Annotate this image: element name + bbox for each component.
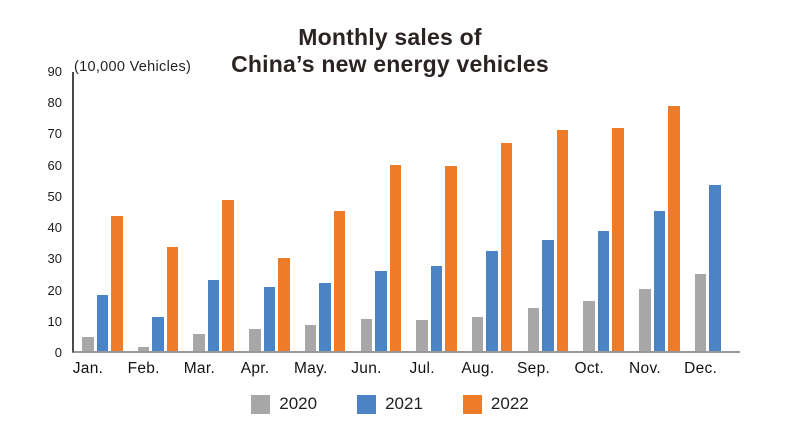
- bar-2020-jul: [416, 320, 428, 351]
- bar-2022-mar: [222, 199, 234, 351]
- bar-2020-jun: [360, 318, 372, 351]
- x-axis-label-feb: Feb.: [127, 360, 160, 377]
- bar-2021-nov: [653, 210, 665, 351]
- bar-2022-aug: [500, 143, 513, 351]
- y-tick-label: 40: [47, 220, 62, 236]
- chart-title-line1: Monthly sales of: [298, 24, 482, 50]
- y-tick-label: 10: [47, 313, 62, 329]
- bar-2022-nov: [668, 105, 680, 351]
- x-axis-label-jun: Jun.: [351, 360, 382, 377]
- bar-2022-jun: [389, 164, 401, 351]
- bar-2021-dec: [709, 185, 721, 351]
- bar-2021-sep: [542, 239, 554, 351]
- bar-group-mar: [193, 199, 234, 351]
- legend-label-2020: 2020: [279, 394, 318, 413]
- bar-2021-jun: [375, 271, 387, 351]
- bar-group-apr: [249, 257, 290, 351]
- bar-group-jun: [360, 164, 401, 351]
- bar-2020-aug: [471, 316, 484, 351]
- bar-2022-sep: [556, 129, 569, 351]
- y-tick-label: 70: [47, 126, 62, 142]
- y-tick-label: 50: [47, 188, 62, 204]
- bar-group-dec: [694, 185, 736, 351]
- bar-2020-may: [304, 325, 317, 351]
- bar-2021-may: [319, 283, 331, 351]
- y-tick-label: 20: [47, 282, 62, 298]
- x-axis-label-dec: Dec.: [684, 360, 718, 377]
- bar-group-feb: [137, 246, 179, 351]
- x-axis-label-may: May.: [293, 360, 328, 377]
- y-tick-label: 60: [47, 157, 62, 173]
- bar-group-aug: [471, 143, 513, 351]
- bar-2021-jul: [430, 266, 443, 351]
- bar-2021-jan: [96, 295, 108, 351]
- legend-item-2022: 2022: [462, 394, 529, 414]
- bar-group-jan: [82, 216, 123, 351]
- legend-item-2020: 2020: [251, 394, 317, 414]
- y-tick-label: 30: [47, 251, 62, 267]
- x-axis-label-nov: Nov.: [629, 360, 661, 377]
- x-axis-label-sep: Sep.: [517, 360, 551, 377]
- bar-2020-nov: [639, 288, 651, 351]
- bar-2022-may: [333, 211, 346, 351]
- x-axis-label-oct: Oct.: [574, 360, 605, 377]
- legend: 2020 2021 2022: [0, 394, 780, 414]
- bar-group-oct: [583, 128, 624, 351]
- y-tick-label: 0: [54, 345, 62, 360]
- bar-2020-apr: [249, 328, 261, 351]
- bar-group-jul: [416, 165, 457, 351]
- x-axis-label-aug: Aug.: [461, 360, 495, 377]
- bar-group-sep: [527, 129, 569, 351]
- bar-2021-mar: [207, 280, 220, 351]
- bar-2021-aug: [486, 250, 498, 351]
- y-tick-label: 90: [47, 64, 62, 79]
- x-axis-label-jan: Jan.: [72, 360, 104, 377]
- y-axis-unit-label: (10,000 Vehicles): [74, 59, 192, 75]
- bar-2020-oct: [583, 301, 595, 351]
- bar-group-nov: [639, 105, 680, 351]
- chart-title: Monthly sales of China’s new energy vehi…: [40, 24, 740, 78]
- bar-2020-mar: [193, 334, 205, 351]
- legend-swatch-2021: [357, 394, 377, 414]
- x-axis-label-mar: Mar.: [183, 360, 216, 377]
- bar-2022-jan: [111, 216, 123, 351]
- bar-2020-feb: [137, 346, 150, 351]
- chart-title-line2: China’s new energy vehicles: [231, 51, 549, 77]
- legend-item-2021: 2021: [357, 394, 423, 414]
- legend-swatch-2020: [251, 394, 271, 414]
- legend-label-2021: 2021: [385, 394, 423, 413]
- bar-2021-oct: [597, 231, 610, 351]
- bar-2022-apr: [278, 257, 290, 351]
- bar-2021-feb: [152, 316, 164, 351]
- y-tick-label: 80: [47, 95, 62, 111]
- x-axis-label-jul: Jul.: [409, 360, 435, 377]
- bar-2020-dec: [694, 273, 707, 351]
- plot-area: [72, 72, 740, 353]
- x-axis-label-apr: Apr.: [240, 360, 270, 377]
- bar-2021-apr: [263, 286, 276, 351]
- legend-label-2022: 2022: [490, 394, 529, 413]
- bar-group-may: [304, 211, 346, 351]
- bar-2022-feb: [166, 246, 179, 351]
- bar-2020-jan: [82, 337, 94, 351]
- bar-2020-sep: [527, 307, 540, 351]
- legend-swatch-2022: [462, 394, 482, 414]
- bar-2022-jul: [445, 165, 457, 351]
- bar-2022-oct: [612, 128, 624, 351]
